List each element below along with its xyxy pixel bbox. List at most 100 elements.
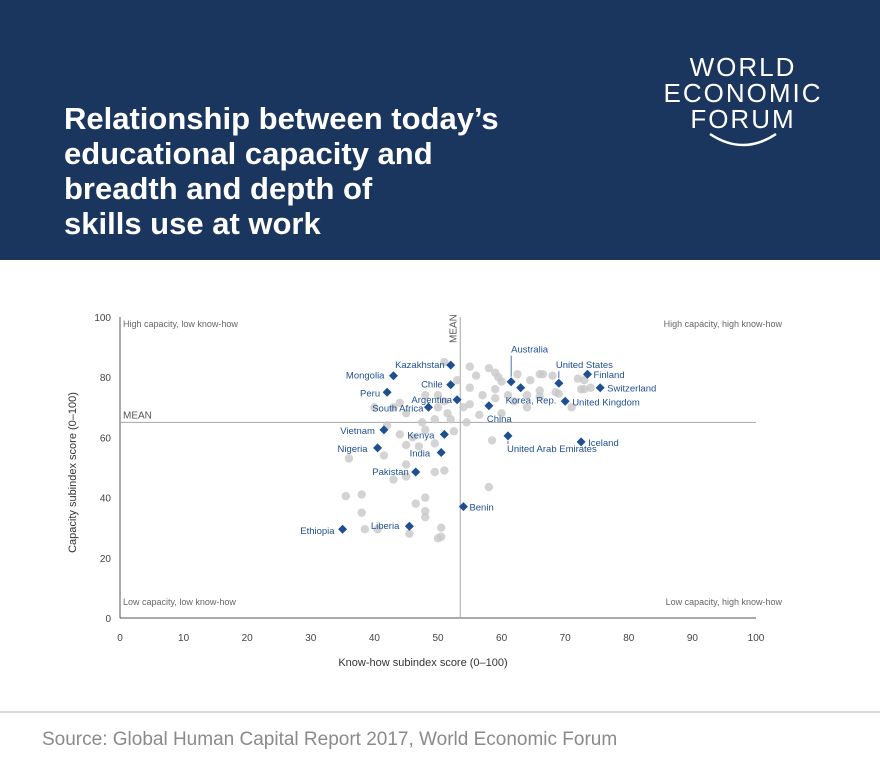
country-point xyxy=(389,403,398,412)
country-point xyxy=(357,490,366,499)
country-point xyxy=(421,391,430,400)
y-tick-label: 0 xyxy=(105,614,111,625)
country-point xyxy=(405,529,414,538)
label-vietnam: Vietnam xyxy=(340,426,375,437)
marker-mongolia xyxy=(388,371,398,381)
label-south-africa: South Africa xyxy=(372,403,424,414)
country-point xyxy=(449,427,459,436)
country-point xyxy=(471,371,481,380)
marker-kenya xyxy=(439,429,449,439)
marker-kazakhstan xyxy=(446,360,456,370)
country-point xyxy=(440,466,449,475)
country-point xyxy=(535,386,544,395)
country-point xyxy=(535,392,544,401)
x-tick-label: 0 xyxy=(117,633,123,644)
country-point xyxy=(421,425,430,435)
country-point xyxy=(497,409,506,418)
country-point xyxy=(436,523,446,532)
marker-switzerland xyxy=(595,383,605,393)
label-korea-rep: Korea, Rep. xyxy=(506,396,557,407)
country-point xyxy=(465,362,474,371)
x-tick-label: 20 xyxy=(242,633,254,644)
marker-vietnam xyxy=(379,425,389,435)
country-point xyxy=(526,376,535,385)
country-point xyxy=(370,403,379,412)
country-point xyxy=(522,391,532,400)
label-iceland: Iceland xyxy=(588,438,619,449)
country-point xyxy=(421,506,430,516)
marker-china xyxy=(484,401,494,411)
mean-label-vertical: MEAN xyxy=(448,314,459,343)
marker-chile xyxy=(446,380,456,390)
label-benin: Benin xyxy=(469,503,493,514)
label-liberia: Liberia xyxy=(371,521,400,532)
x-tick-label: 50 xyxy=(432,633,444,644)
x-axis-title: Know-how subindex score (0–100) xyxy=(338,657,507,669)
quadrant-label-top-left: High capacity, low know-how xyxy=(123,319,238,329)
marker-peru xyxy=(382,387,392,397)
wef-logo: WORLD ECONOMIC FORUM xyxy=(664,52,823,147)
country-point xyxy=(459,403,468,412)
country-point xyxy=(389,475,398,484)
y-tick-label: 60 xyxy=(100,433,112,444)
label-united-arab-emirates: United Arab Emirates xyxy=(507,444,597,455)
marker-benin xyxy=(458,502,468,512)
label-united-kingdom: United Kingdom xyxy=(572,397,640,408)
label-nigeria: Nigeria xyxy=(337,444,368,455)
country-point xyxy=(510,397,519,406)
marker-australia xyxy=(506,377,516,387)
label-peru: Peru xyxy=(360,388,380,399)
x-tick-label: 40 xyxy=(369,633,381,644)
source-note: Source: Global Human Capital Report 2017… xyxy=(42,729,618,750)
logo-arc xyxy=(709,132,777,147)
marker-united-kingdom xyxy=(560,396,570,406)
country-point xyxy=(538,369,548,379)
country-point xyxy=(373,525,382,534)
country-point xyxy=(487,436,497,445)
country-point xyxy=(395,430,405,439)
y-tick-label: 20 xyxy=(100,554,112,565)
logo-line-world: WORLD xyxy=(690,52,797,82)
marker-india xyxy=(436,447,446,457)
x-tick-label: 10 xyxy=(178,633,190,644)
marker-argentina xyxy=(452,395,462,405)
y-axis-title: Capacity subindex score (0–100) xyxy=(67,392,79,553)
country-point xyxy=(462,418,471,427)
country-point xyxy=(484,482,494,492)
x-tick-label: 80 xyxy=(623,633,635,644)
country-point xyxy=(478,391,487,400)
divider xyxy=(0,711,880,713)
country-point xyxy=(580,385,589,394)
logo-line-economic: ECONOMIC xyxy=(664,78,823,108)
marker-iceland xyxy=(576,437,586,447)
country-point xyxy=(497,377,506,386)
x-tick-label: 70 xyxy=(560,633,572,644)
country-point xyxy=(408,433,417,442)
country-point xyxy=(421,512,430,522)
country-point xyxy=(402,472,411,481)
label-ethiopia: Ethiopia xyxy=(300,526,335,537)
y-tick-label: 100 xyxy=(94,313,111,324)
chart-area: 0 10 20 30 40 50 60 70 80 90 100 0 20 40 60 80 100 Know-h… xyxy=(0,300,880,685)
marker-liberia xyxy=(404,521,414,531)
country-point xyxy=(411,499,420,508)
x-tick-label: 60 xyxy=(496,633,508,644)
country-point xyxy=(430,439,440,448)
country-point xyxy=(341,491,350,501)
country-point xyxy=(522,403,532,412)
country-point xyxy=(357,508,366,517)
mean-label-horizontal: MEAN xyxy=(123,410,152,421)
country-point xyxy=(440,397,449,406)
chart-title: Relationship between today’s educational… xyxy=(64,101,499,241)
country-point xyxy=(395,398,405,407)
label-finland: Finland xyxy=(593,370,624,381)
marker-korea-rep xyxy=(516,383,526,393)
country-point xyxy=(580,376,589,385)
country-point xyxy=(491,385,500,394)
label-china: China xyxy=(487,414,513,425)
country-point xyxy=(379,451,389,460)
country-point xyxy=(421,493,430,502)
country-point xyxy=(586,383,595,392)
label-switzerland: Switzerland xyxy=(607,384,656,395)
x-tick-label: 30 xyxy=(305,633,317,644)
